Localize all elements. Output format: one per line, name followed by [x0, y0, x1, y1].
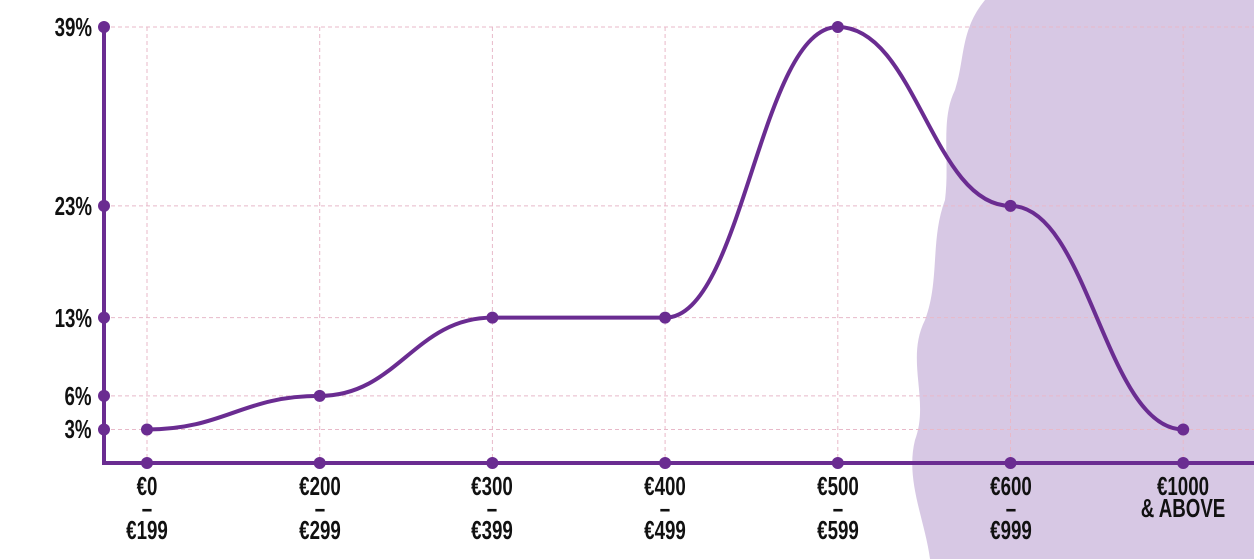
x-tick-label: €300 – €399	[471, 471, 514, 545]
y-tick	[98, 199, 110, 212]
y-tick-label: 39%	[54, 12, 92, 42]
x-tick-label: €500 – €599	[816, 471, 859, 545]
point	[659, 311, 672, 324]
x-tick-label: €200 – €299	[298, 471, 341, 545]
x-tick	[141, 457, 153, 469]
x-tick-label: €600 – €999	[989, 471, 1032, 545]
x-tick-label: €400 – €499	[644, 471, 686, 545]
y-tick	[98, 311, 110, 324]
y-tick	[98, 423, 110, 436]
point	[141, 423, 153, 436]
point	[1004, 199, 1017, 212]
line	[146, 24, 1184, 432]
point	[486, 311, 499, 324]
point	[313, 389, 326, 402]
point	[831, 21, 844, 33]
x-tick	[1177, 457, 1190, 469]
y-tick-label: 13%	[54, 302, 92, 333]
x-tick	[1004, 457, 1017, 469]
x-tick	[659, 457, 672, 469]
y-tick	[98, 389, 110, 402]
y-tick	[98, 21, 110, 33]
x-tick	[313, 457, 326, 469]
y-tick-label: 3%	[64, 414, 92, 445]
x-tick-label: €1000 & ABOVE	[1140, 471, 1226, 523]
background-blob	[912, 0, 1254, 559]
y-tick-label: 23%	[54, 190, 92, 221]
x-tick-label: €0 – €199	[126, 471, 168, 545]
x-tick	[831, 457, 844, 469]
point	[1177, 423, 1190, 436]
y-tick-label: 6%	[64, 380, 92, 411]
x-tick	[486, 457, 499, 469]
